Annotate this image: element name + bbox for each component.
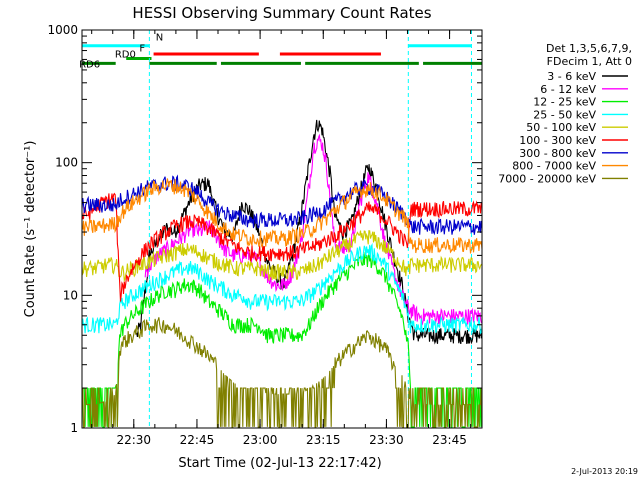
y-tick-label-1: 10	[63, 288, 78, 302]
legend-entry-5: 100 - 300 keV	[519, 134, 596, 147]
series-line-4	[82, 230, 482, 283]
x-tick-label-3: 23:15	[306, 433, 341, 447]
y-tick-label-2: 100	[55, 156, 78, 170]
flag-label-f: F	[139, 43, 145, 54]
legend-entry-0: 3 - 6 keV	[547, 70, 596, 83]
series-layer	[82, 119, 482, 428]
timestamp: 2-Jul-2013 20:19	[571, 467, 638, 476]
series-line-3	[82, 242, 482, 335]
flag-label-n: N	[156, 33, 163, 44]
flag-label-rd0: RD0	[115, 50, 136, 61]
legend-entry-7: 800 - 7000 keV	[512, 160, 596, 173]
series-line-2	[82, 252, 482, 428]
legend-entry-8: 7000 - 20000 keV	[498, 172, 596, 185]
y-axis-label: Count Rate (s⁻¹ detector⁻¹)	[23, 141, 38, 318]
x-tick-label-2: 23:00	[243, 433, 278, 447]
legend: Det 1,3,5,6,7,9,FDecim 1, Att 0 3 - 6 keV…	[498, 42, 632, 185]
legend-entry-4: 50 - 100 keV	[526, 121, 596, 134]
x-axis: 22:30 22:45 23:00 23:15 23:30 23:45	[91, 30, 472, 447]
chart-title: HESSI Observing Summary Count Rates	[132, 4, 431, 22]
series-line-7	[82, 178, 482, 254]
legend-entry-6: 300 - 800 keV	[519, 147, 596, 160]
series-line-5	[82, 192, 482, 302]
y-tick-label-3: 1000	[47, 23, 78, 37]
legend-entry-3: 25 - 50 keV	[533, 108, 596, 121]
x-axis-label: Start Time (02-Jul-13 22:17:42)	[178, 456, 381, 471]
legend-entry-1: 6 - 12 keV	[540, 83, 596, 96]
y-axis: 1 10 100 1000	[47, 23, 482, 435]
series-line-8	[82, 317, 482, 428]
x-tick-label-4: 23:30	[369, 433, 404, 447]
x-tick-label-5: 23:45	[432, 433, 467, 447]
legend-header-line-1: FDecim 1, Att 0	[547, 55, 632, 68]
x-tick-label-0: 22:30	[116, 433, 151, 447]
plot-frame	[81, 29, 483, 429]
series-line-1	[144, 133, 482, 326]
legend-entry-2: 12 - 25 keV	[533, 96, 596, 109]
x-tick-label-1: 22:45	[180, 433, 215, 447]
flag-label-rd6: RD6	[79, 60, 100, 71]
flag-bar-layer	[82, 44, 482, 65]
y-tick-label-0: 1	[70, 421, 78, 435]
legend-header-line-0: Det 1,3,5,6,7,9,	[546, 42, 632, 55]
